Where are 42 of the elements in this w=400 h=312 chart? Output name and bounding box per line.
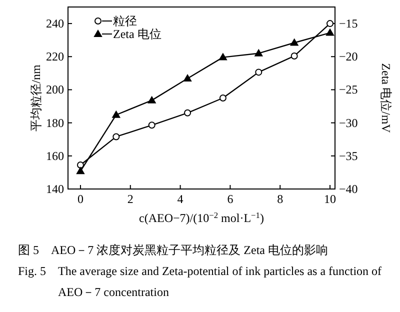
point [112,133,120,140]
y-tick-label: 180 [46,116,64,130]
point [112,110,120,118]
point [290,38,298,46]
legend: Zeta 电位 [94,27,162,41]
caption: Fig. 5 The average size and Zeta-potential of ink particles as a function of AEO－7 concentration [18,264,382,299]
x-tick-label: 8 [277,192,284,206]
y2-tick-label: −20 [339,50,358,64]
x-tick-label: 6 [227,192,234,206]
caption: 图 5 AEO－7 浓度对炭黑粒子平均粒径及 Zeta 电位的影响 [18,243,328,257]
point [255,68,262,76]
x-axis-title: c(AEO−7)/(10$^{−2}$ mol·L$^{−1}$) [139,210,264,225]
y2-tick-label: −30 [339,116,358,130]
y-tick-label: 160 [46,148,64,163]
point [76,162,84,169]
point [184,109,192,116]
y-tick-label: 140 [46,182,64,196]
x-tick-label: 4 [177,192,184,206]
y2-tick-label: −40 [339,182,358,196]
point [76,167,84,174]
point [290,52,298,60]
point [148,122,156,129]
point [218,53,227,60]
point [219,94,226,102]
y2-tick-label: −15 [339,16,358,31]
legend-label: Zeta 电位 [113,27,162,41]
y-tick-label: 240 [46,16,64,31]
y2-tick-label: −35 [339,148,358,163]
y-tick-label: 220 [46,50,64,64]
point [148,96,156,104]
y2-axis-title: Zeta 电位/mV [379,63,393,134]
legend: 粒径 [94,14,137,28]
y-tick-label: 200 [46,82,64,97]
y-axis-title: 平均粒径/nm [29,64,43,132]
legend-label: 粒径 [113,14,137,28]
point [326,28,334,36]
y2-tick-label: −25 [339,82,358,97]
point [254,49,263,56]
x-tick-label: 10 [324,192,336,206]
x-tick-label: 2 [127,192,134,206]
x-tick-label: 0 [77,192,84,206]
point [184,74,192,82]
